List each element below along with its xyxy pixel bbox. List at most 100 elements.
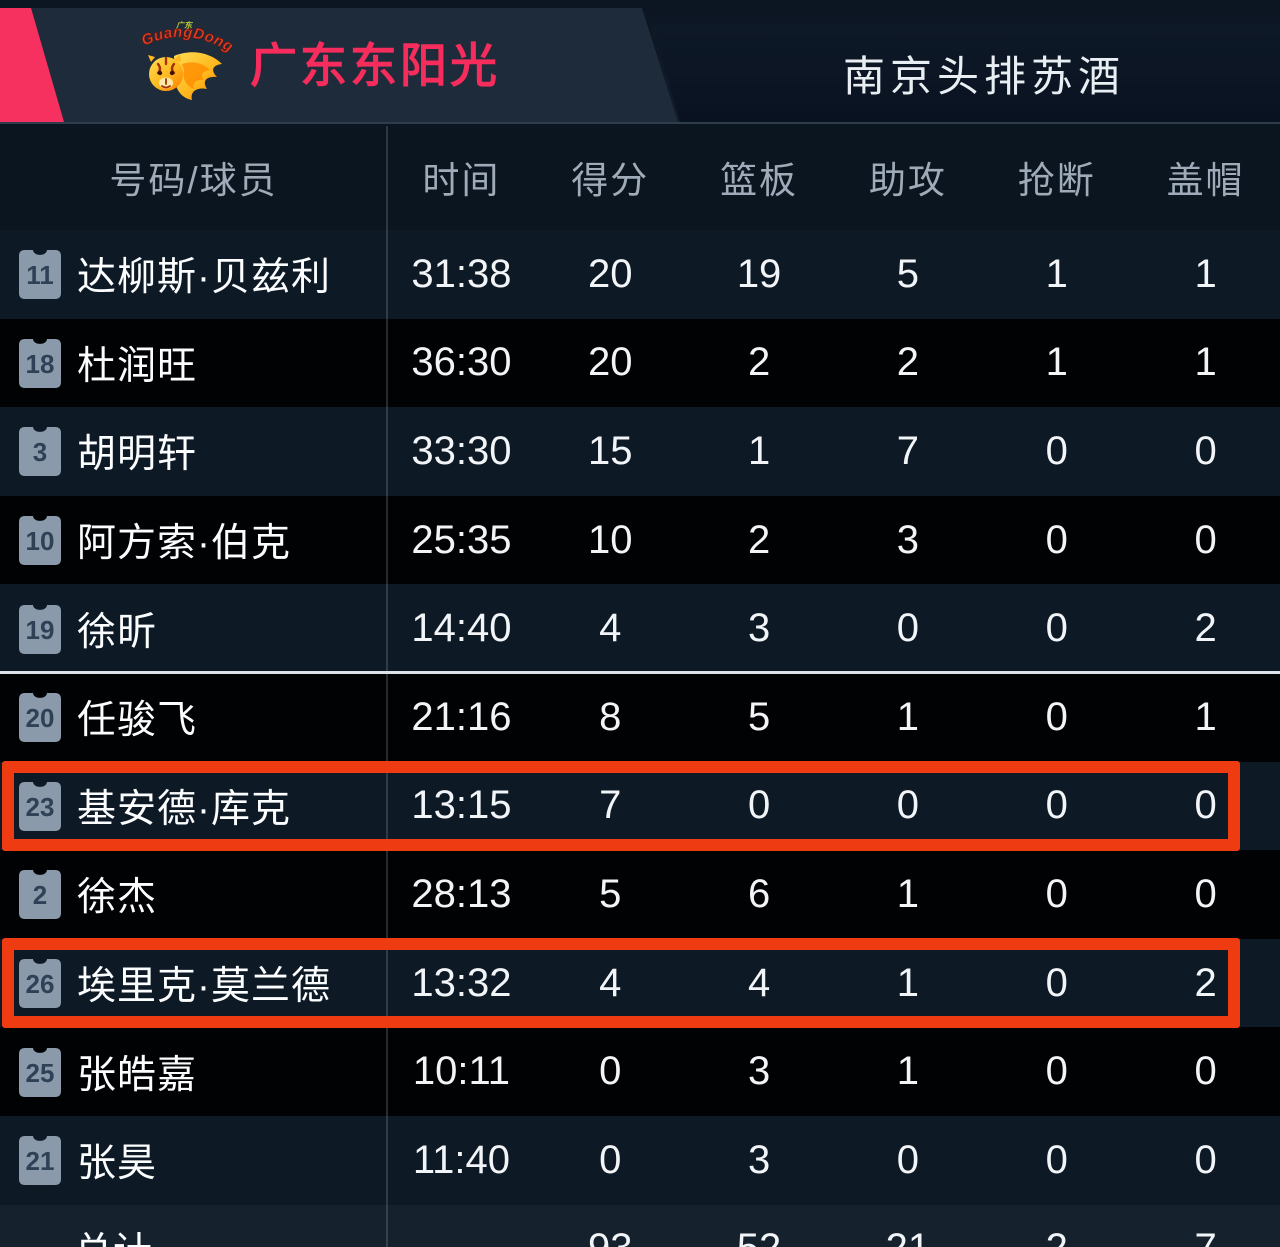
col-steals: 抢断 <box>1017 160 1096 201</box>
stat-blocks: 2 <box>1194 606 1217 651</box>
stat-time: 13:15 <box>411 783 512 828</box>
player-cell: 26 埃里克·莫兰德 <box>0 955 387 1011</box>
svg-text:2: 2 <box>33 880 47 910</box>
jersey-number-icon: 10 <box>19 516 61 566</box>
accent-flag <box>0 8 64 122</box>
player-name: 张昊 <box>77 1142 158 1186</box>
player-cell: 18 杜润旺 <box>0 335 387 391</box>
col-blocks: 盖帽 <box>1166 160 1245 201</box>
svg-text:21: 21 <box>26 1146 55 1176</box>
stats-table-area: 号码/球员 时间 得分 篮板 助攻 抢断 盖帽 11 达柳斯·贝兹利 31:38… <box>0 122 1280 1247</box>
stat-time: 33:30 <box>411 428 512 473</box>
svg-text:10: 10 <box>26 526 55 556</box>
stat-steals: 0 <box>1045 517 1068 562</box>
logo-arc-text: GuangDong <box>139 23 237 56</box>
stat-time: 11:40 <box>412 1137 510 1182</box>
jersey-number-icon: 20 <box>19 693 61 743</box>
player-row[interactable]: 10 阿方索·伯克 25:35 10 2 3 0 0 <box>0 495 1280 585</box>
player-cell: 11 达柳斯·贝兹利 <box>0 246 387 302</box>
jersey-number-icon: 11 <box>19 250 61 300</box>
player-cell: 20 任骏飞 <box>0 689 387 745</box>
tab-team-guangdong[interactable]: 广东 GuangDong 广东东阳光 <box>0 8 678 122</box>
jersey-number-icon: 18 <box>19 338 61 388</box>
col-time: 时间 <box>422 160 501 201</box>
player-name: 任骏飞 <box>77 699 198 743</box>
col-rebounds: 篮板 <box>720 160 799 201</box>
stats-table: 11 达柳斯·贝兹利 31:38 20 19 5 1 1 18 杜润旺 36:3… <box>0 230 1280 1205</box>
svg-text:18: 18 <box>26 349 55 379</box>
team-tabbar: 广东 GuangDong 广东东阳光 <box>0 0 1280 122</box>
jersey-number-icon: 21 <box>19 1136 61 1186</box>
stat-blocks: 0 <box>1194 428 1217 473</box>
player-name: 胡明轩 <box>77 433 198 477</box>
stat-blocks: 0 <box>1194 1137 1217 1182</box>
stat-time: 28:13 <box>411 871 512 916</box>
jersey-number-icon: 25 <box>19 1047 61 1097</box>
totals-time: - <box>387 1226 536 1247</box>
stat-steals: 0 <box>1045 1137 1068 1182</box>
stat-rebounds: 19 <box>736 251 782 296</box>
stat-rebounds: 4 <box>747 960 771 1005</box>
stat-assists: 1 <box>896 871 920 916</box>
stat-time: 10:11 <box>412 1049 510 1094</box>
stat-time: 13:32 <box>411 960 512 1005</box>
stat-points: 0 <box>599 1049 622 1094</box>
player-cell: 21 张昊 <box>0 1132 387 1188</box>
stat-assists: 1 <box>896 1049 920 1094</box>
stat-blocks: 1 <box>1194 251 1217 296</box>
stat-points: 15 <box>587 428 633 473</box>
player-name: 杜润旺 <box>77 344 198 388</box>
stat-assists: 0 <box>896 783 920 828</box>
stat-points: 8 <box>599 694 622 739</box>
player-name: 基安德·库克 <box>77 787 291 831</box>
player-name: 达柳斯·贝兹利 <box>77 256 331 300</box>
player-name: 埃里克·莫兰德 <box>77 965 331 1009</box>
stat-assists: 1 <box>896 960 920 1005</box>
stat-rebounds: 0 <box>747 783 771 828</box>
stat-points: 7 <box>599 783 622 828</box>
svg-text:20: 20 <box>26 703 55 733</box>
svg-text:23: 23 <box>26 792 55 822</box>
tab-nanjing-label: 南京头排苏酒 <box>842 52 1125 100</box>
stat-rebounds: 2 <box>747 340 771 385</box>
stat-points: 5 <box>599 871 622 916</box>
svg-text:11: 11 <box>26 260 54 290</box>
stat-assists: 1 <box>896 694 920 739</box>
stat-blocks: 0 <box>1194 871 1217 916</box>
player-row[interactable]: 2 徐杰 28:13 5 6 1 0 0 <box>0 850 1280 939</box>
stat-steals: 0 <box>1045 1049 1068 1094</box>
jersey-number-icon: 19 <box>19 604 61 654</box>
svg-text:19: 19 <box>26 615 55 645</box>
stat-steals: 1 <box>1045 251 1068 296</box>
stat-blocks: 0 <box>1194 517 1217 562</box>
totals-blocks: 7 <box>1131 1226 1280 1247</box>
stat-blocks: 2 <box>1194 960 1217 1005</box>
player-row[interactable]: 19 徐昕 14:40 4 3 0 0 2 <box>0 584 1280 673</box>
stat-blocks: 0 <box>1194 1049 1217 1094</box>
player-row[interactable]: 23 基安德·库克 13:15 7 0 0 0 0 <box>0 760 1280 851</box>
stat-rebounds: 3 <box>747 606 771 651</box>
stat-rebounds: 2 <box>747 517 771 562</box>
stat-steals: 0 <box>1045 694 1068 739</box>
guangdong-tiger-logo: 广东 GuangDong <box>136 12 237 110</box>
player-name: 徐昕 <box>77 610 158 654</box>
stats-header-row: 号码/球员 时间 得分 篮板 助攻 抢断 盖帽 <box>0 122 1280 230</box>
player-row[interactable]: 18 杜润旺 36:30 20 2 2 1 1 <box>0 318 1280 408</box>
player-row[interactable]: 11 达柳斯·贝兹利 31:38 20 19 5 1 1 <box>0 230 1280 319</box>
stat-time: 25:35 <box>411 517 512 562</box>
stat-points: 20 <box>587 251 633 296</box>
player-row[interactable]: 25 张皓嘉 10:11 0 3 1 0 0 <box>0 1027 1280 1116</box>
player-row[interactable]: 3 胡明轩 33:30 15 1 7 0 0 <box>0 407 1280 496</box>
player-row[interactable]: 21 张昊 11:40 0 3 0 0 0 <box>0 1115 1280 1205</box>
player-row[interactable]: 26 埃里克·莫兰德 13:32 4 4 1 0 2 <box>0 937 1280 1028</box>
stat-points: 10 <box>587 517 633 562</box>
tab-team-nanjing[interactable]: 南京头排苏酒 <box>652 24 1280 122</box>
player-cell: 19 徐昕 <box>0 601 387 657</box>
player-row[interactable]: 20 任骏飞 21:16 8 5 1 0 1 <box>0 670 1280 762</box>
stat-rebounds: 5 <box>747 694 771 739</box>
player-cell: 10 阿方索·伯克 <box>0 512 387 568</box>
stat-assists: 0 <box>896 1137 920 1182</box>
tab-guangdong-label: 广东东阳光 <box>250 38 500 92</box>
stat-rebounds: 3 <box>747 1049 771 1094</box>
